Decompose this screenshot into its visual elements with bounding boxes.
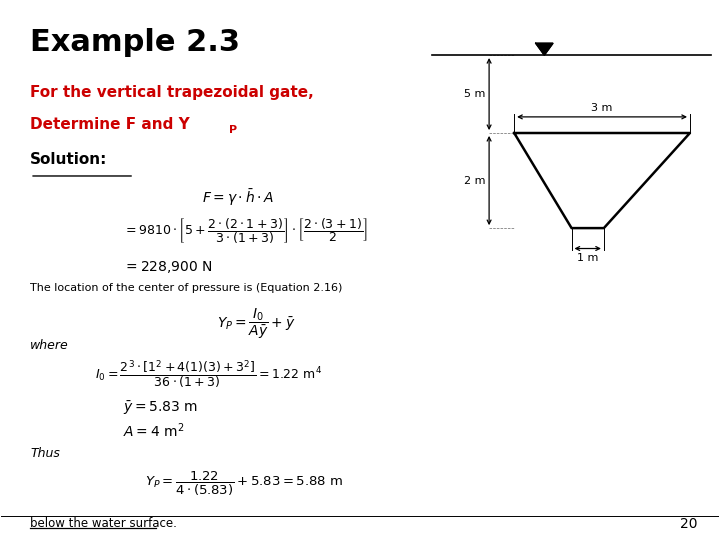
Text: $F = \gamma \cdot \bar{h} \cdot A$: $F = \gamma \cdot \bar{h} \cdot A$ bbox=[202, 187, 274, 207]
Text: $Y_P = \dfrac{I_0}{A\bar{y}} + \bar{y}$: $Y_P = \dfrac{I_0}{A\bar{y}} + \bar{y}$ bbox=[217, 307, 295, 341]
Text: Thus: Thus bbox=[30, 447, 60, 460]
Text: 3 m: 3 m bbox=[591, 103, 613, 113]
Text: 5 m: 5 m bbox=[464, 89, 485, 99]
Text: 1 m: 1 m bbox=[577, 253, 598, 263]
Text: where: where bbox=[30, 339, 69, 352]
Text: Solution:: Solution: bbox=[30, 152, 107, 167]
Text: below the water surface.: below the water surface. bbox=[30, 517, 177, 530]
Text: 2 m: 2 m bbox=[464, 176, 485, 186]
Text: $\bar{y} = 5.83\ \mathrm{m}$: $\bar{y} = 5.83\ \mathrm{m}$ bbox=[123, 399, 198, 417]
Text: $I_0 = \dfrac{2^3 \cdot \left[1^2 + 4(1)(3) + 3^2\right]}{36 \cdot (1+3)} = 1.22: $I_0 = \dfrac{2^3 \cdot \left[1^2 + 4(1)… bbox=[94, 359, 322, 391]
Text: $= 228{,}900\ \mathrm{N}$: $= 228{,}900\ \mathrm{N}$ bbox=[123, 259, 213, 275]
Text: P: P bbox=[230, 125, 238, 136]
Text: The location of the center of pressure is (Equation 2.16): The location of the center of pressure i… bbox=[30, 283, 343, 293]
Text: $= 9810 \cdot \left[5 + \dfrac{2 \cdot (2 \cdot 1+3)}{3 \cdot (1+3)}\right] \cdo: $= 9810 \cdot \left[5 + \dfrac{2 \cdot (… bbox=[123, 217, 368, 246]
Polygon shape bbox=[536, 43, 553, 55]
Text: For the vertical trapezoidal gate,: For the vertical trapezoidal gate, bbox=[30, 85, 314, 100]
Text: $Y_P = \dfrac{1.22}{4 \cdot (5.83)} + 5.83 = 5.88\ \mathrm{m}$: $Y_P = \dfrac{1.22}{4 \cdot (5.83)} + 5.… bbox=[145, 470, 343, 498]
Text: Example 2.3: Example 2.3 bbox=[30, 28, 240, 57]
Text: Determine F and Y: Determine F and Y bbox=[30, 117, 190, 132]
Text: 20: 20 bbox=[680, 517, 697, 531]
Text: $A = 4\ \mathrm{m}^2$: $A = 4\ \mathrm{m}^2$ bbox=[123, 422, 185, 440]
